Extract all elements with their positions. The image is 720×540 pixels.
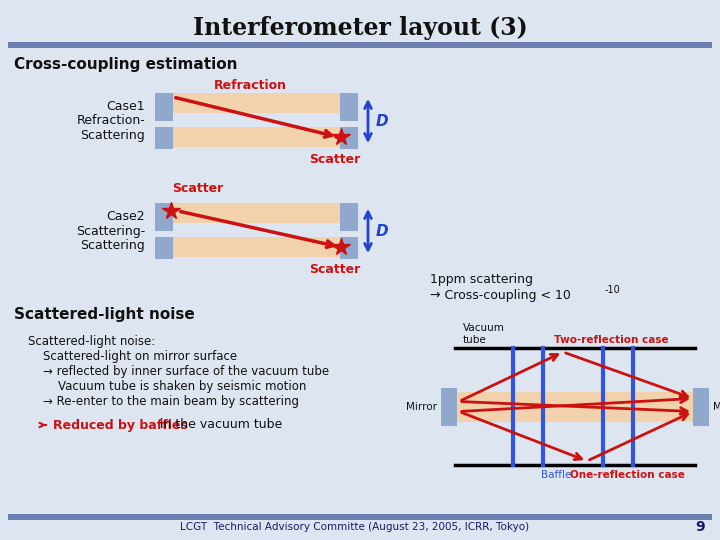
Text: → reflected by inner surface of the vacuum tube: → reflected by inner surface of the vacu… <box>43 365 329 378</box>
Bar <box>173 93 340 113</box>
Text: LCGT  Technical Advisory Committe (August 23, 2005, ICRR, Tokyo): LCGT Technical Advisory Committe (August… <box>181 522 530 532</box>
Text: Refraction: Refraction <box>214 79 287 92</box>
Text: Scattered-light noise: Scattered-light noise <box>14 307 194 322</box>
Bar <box>173 203 340 223</box>
Bar <box>173 237 340 257</box>
Bar <box>155 93 173 121</box>
Text: → Cross-coupling < 10: → Cross-coupling < 10 <box>430 288 571 301</box>
Text: Scattered-light on mirror surface: Scattered-light on mirror surface <box>43 350 237 363</box>
Text: Mirror: Mirror <box>713 402 720 411</box>
Text: -10: -10 <box>605 285 621 295</box>
Text: Case1
Refraction-
Scattering: Case1 Refraction- Scattering <box>76 99 145 143</box>
Text: One-reflection case: One-reflection case <box>570 470 685 480</box>
Text: 1ppm scattering: 1ppm scattering <box>430 273 533 287</box>
Text: Scatter: Scatter <box>172 182 224 195</box>
Text: in the vacuum tube: in the vacuum tube <box>156 418 282 431</box>
Bar <box>155 237 173 259</box>
Bar <box>455 392 695 422</box>
Text: Vacuum tube is shaken by seismic motion: Vacuum tube is shaken by seismic motion <box>58 380 307 393</box>
Bar <box>340 203 358 231</box>
Bar <box>693 388 709 426</box>
Text: Case2
Scattering-
Scattering: Case2 Scattering- Scattering <box>76 210 145 253</box>
Text: D: D <box>376 113 389 129</box>
Text: Scatter: Scatter <box>310 153 361 166</box>
Text: Vacuum
tube: Vacuum tube <box>463 323 505 345</box>
Bar <box>340 237 358 259</box>
Text: Scatter: Scatter <box>310 263 361 276</box>
Bar <box>173 127 340 147</box>
Bar <box>441 388 457 426</box>
Text: 9: 9 <box>696 520 705 534</box>
Bar <box>155 203 173 231</box>
Bar <box>8 514 712 520</box>
Text: → Re-enter to the main beam by scattering: → Re-enter to the main beam by scatterin… <box>43 395 299 408</box>
Bar <box>33 420 46 430</box>
Bar <box>8 42 712 48</box>
Text: Interferometer layout (3): Interferometer layout (3) <box>193 16 527 40</box>
Text: Mirror: Mirror <box>406 402 437 411</box>
Text: Scattered-light noise:: Scattered-light noise: <box>28 335 156 348</box>
Text: Reduced by baffles: Reduced by baffles <box>53 418 188 431</box>
Bar <box>340 93 358 121</box>
Bar <box>340 127 358 149</box>
Text: Two-reflection case: Two-reflection case <box>554 335 668 345</box>
Text: Cross-coupling estimation: Cross-coupling estimation <box>14 57 238 72</box>
Text: D: D <box>376 224 389 239</box>
Bar <box>155 127 173 149</box>
Text: Baffle: Baffle <box>541 470 571 480</box>
